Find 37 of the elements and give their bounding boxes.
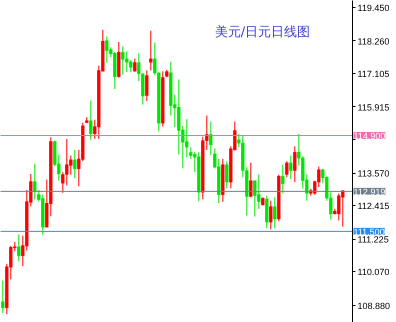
- candlestick: [281, 164, 284, 194]
- y-tick-label: 110.070: [358, 267, 390, 278]
- y-tick-label: 112.415: [358, 201, 390, 212]
- text: 美元/日元日线图: [214, 24, 310, 40]
- candlestick: [149, 30, 152, 71]
- candlestick: [341, 190, 344, 228]
- candlestick: [289, 155, 292, 180]
- y-tick-label: 115.915: [358, 102, 390, 112]
- candlestick: [269, 200, 272, 230]
- candlestick: [249, 162, 252, 198]
- candlestick: [89, 100, 92, 140]
- y-tick-label: 111.225: [358, 234, 389, 245]
- candlestick: [33, 163, 36, 200]
- candlestick: [121, 46, 124, 76]
- candlestick: [105, 36, 108, 64]
- y-tick-label: 108.880: [358, 300, 390, 311]
- candlestick: [133, 58, 136, 72]
- candlestick: [125, 50, 128, 73]
- candlestick: [293, 146, 296, 183]
- ref-line-label: 114.900: [354, 131, 386, 142]
- y-tick-label: 119.450: [358, 2, 390, 13]
- ref-line-label: 112.919: [354, 186, 386, 197]
- y-tick-label: 117.105: [358, 68, 390, 79]
- candlestick: [1, 280, 4, 314]
- y-tick-label: 118.260: [358, 36, 390, 46]
- candlestick: [177, 78, 180, 155]
- candlestick: [285, 160, 288, 178]
- candlestick: [273, 196, 276, 229]
- candlestick: [73, 149, 76, 179]
- candlestick: [113, 52, 116, 90]
- candlestick: [265, 195, 268, 229]
- y-tick-label: 113.570: [358, 168, 390, 179]
- candlestick: [225, 161, 228, 189]
- candlestick: [17, 234, 20, 262]
- candlestick: [337, 192, 340, 221]
- candlestick: [253, 180, 256, 217]
- candlestick: [145, 70, 148, 102]
